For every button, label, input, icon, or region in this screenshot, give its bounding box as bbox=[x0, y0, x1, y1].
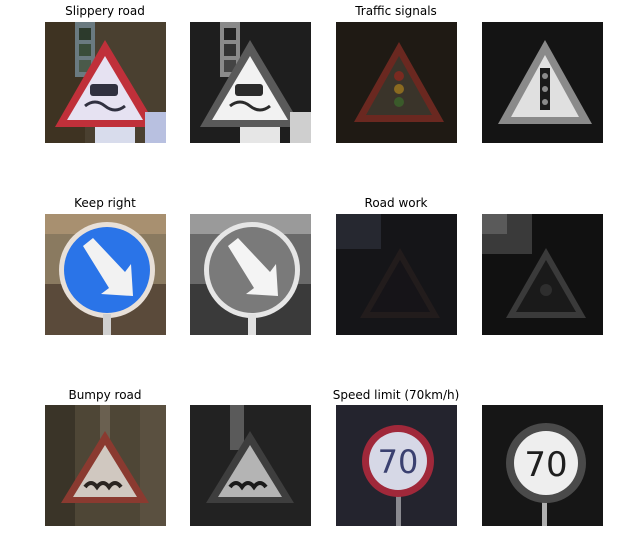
road-work-color-image bbox=[336, 214, 457, 335]
bumpy-road-gray-image bbox=[190, 405, 311, 526]
slippery-road-gray-image bbox=[190, 22, 311, 143]
speed-limit-70-gray-text: 70 bbox=[524, 445, 567, 485]
speed-limit-70-color-image: 70 bbox=[336, 405, 457, 526]
slippery-road-color-image bbox=[45, 22, 166, 143]
traffic-signals-color-image bbox=[336, 22, 457, 143]
speed-limit-70-color-text: 70 bbox=[378, 443, 419, 481]
panel-title-keep-right: Keep right bbox=[74, 196, 136, 210]
panel-title-speed-limit-70: Speed limit (70km/h) bbox=[332, 388, 460, 402]
bumpy-road-color-image bbox=[45, 405, 166, 526]
panel-title-traffic-signals: Traffic signals bbox=[355, 4, 437, 18]
speed-limit-70-gray-image: 70 bbox=[482, 405, 603, 526]
road-work-gray-image bbox=[482, 214, 603, 335]
panel-title-slippery-road: Slippery road bbox=[65, 4, 145, 18]
panel-title-bumpy-road: Bumpy road bbox=[68, 388, 142, 402]
panel-title-road-work: Road work bbox=[364, 196, 428, 210]
traffic-signals-gray-image bbox=[482, 22, 603, 143]
keep-right-gray-image bbox=[190, 214, 311, 335]
keep-right-color-image bbox=[45, 214, 166, 335]
